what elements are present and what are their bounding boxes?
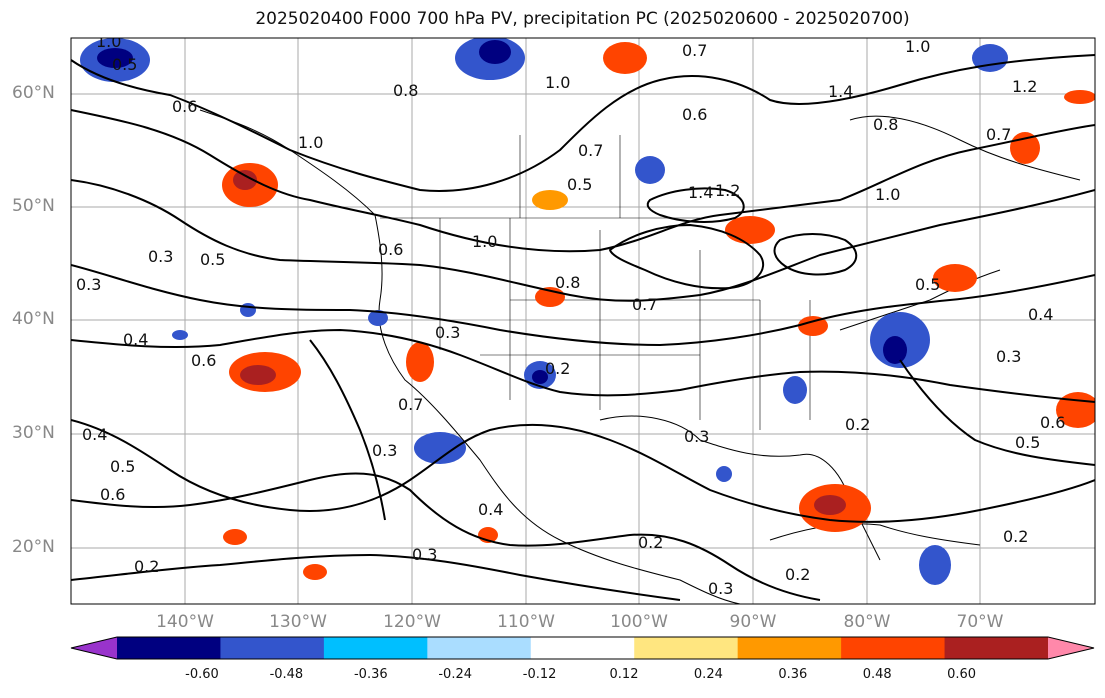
contour-label: 0.3 [435, 323, 460, 342]
lat-label: 40°N [12, 309, 55, 329]
colorbar-segment [323, 637, 428, 659]
contour-label: 0.7 [632, 295, 657, 314]
contour-label: 0.2 [134, 557, 159, 576]
contour-label: 0.6 [682, 105, 707, 124]
contour-label: 0.8 [873, 115, 898, 134]
contour-label: 0.5 [567, 175, 592, 194]
contour-labels: 1.0 0.5 0.6 1.0 0.7 0.8 1.2 1.0 1.4 0.8 … [76, 32, 1065, 598]
colorbar-extend-high [1048, 637, 1094, 659]
contour-label: 0.2 [1003, 527, 1028, 546]
contour-label: 0.4 [478, 500, 503, 519]
contour-label: 0.6 [1040, 413, 1065, 432]
lon-label: 140°W [156, 612, 214, 632]
contour-label: 0.5 [110, 457, 135, 476]
lat-label: 60°N [12, 83, 55, 103]
lon-label: 70°W [956, 612, 1004, 632]
lat-label: 20°N [12, 537, 55, 557]
contour-label: 0.7 [986, 125, 1011, 144]
contour-label: 1.4 [688, 183, 713, 202]
lon-label: 80°W [843, 612, 891, 632]
contour-label: 1.4 [828, 82, 853, 101]
lat-label: 30°N [12, 423, 55, 443]
lon-label: 90°W [729, 612, 777, 632]
colorbar-extend-low [71, 637, 117, 659]
contour-label: 0.2 [845, 415, 870, 434]
contour-label: 0.8 [393, 81, 418, 100]
contour-label: 1.2 [1012, 77, 1037, 96]
colorbar-tick-label: -0.12 [522, 667, 557, 682]
colorbar-tick-label: -0.48 [269, 667, 304, 682]
pv-contours [71, 54, 1095, 601]
contour-label: 0.2 [545, 359, 570, 378]
colorbar-segment [841, 637, 946, 659]
contour-label: 0.6 [378, 240, 403, 259]
contour-label: 1.2 [715, 181, 740, 200]
colorbar-segment [634, 637, 739, 659]
contour-label: 0.2 [638, 533, 663, 552]
contour-label: 1.0 [545, 73, 570, 92]
colorbar-tick-label: -0.36 [353, 667, 388, 682]
colorbar-segment [220, 637, 325, 659]
colorbar-segment [427, 637, 532, 659]
contour-label: 0.5 [915, 275, 940, 294]
colorbar-tick-label: 0.60 [947, 667, 977, 682]
contour-label: 1.0 [905, 37, 930, 56]
contour-label: 0.7 [682, 41, 707, 60]
contour-label: 1.0 [875, 185, 900, 204]
contour-label: 0.5 [1015, 433, 1040, 452]
contour-label: 0.2 [785, 565, 810, 584]
contour-label: 0.4 [82, 425, 107, 444]
contour-label: 0.5 [200, 250, 225, 269]
state-borders [380, 135, 811, 430]
contour-label: 0.6 [172, 97, 197, 116]
colorbar-segment [117, 637, 221, 659]
map-frame [70, 37, 1096, 605]
contour-label: 0.3 [684, 427, 709, 446]
contour-label: 0.3 [148, 247, 173, 266]
contour-label: 0.3 [76, 275, 101, 294]
precip-shading [80, 38, 1095, 585]
contour-label: 0.3 [372, 441, 397, 460]
contour-label: 0.6 [100, 485, 125, 504]
colorbar-tick-label: 0.24 [693, 667, 723, 682]
lat-label: 50°N [12, 196, 55, 216]
contour-label: 0.4 [1028, 305, 1053, 324]
colorbar-tick-label: 0.12 [609, 667, 639, 682]
contour-label: 0.7 [398, 395, 423, 414]
colorbar-tick-label: 0.36 [778, 667, 808, 682]
colorbar-tick-label: -0.24 [438, 667, 473, 682]
colorbar-tick-label: 0.48 [862, 667, 892, 682]
contour-label: 0.8 [555, 273, 580, 292]
lon-label: 130°W [269, 612, 327, 632]
colorbar-segment [737, 637, 842, 659]
contour-label: 0.3 [708, 579, 733, 598]
contour-label: 0.6 [191, 351, 216, 370]
colorbar-tick-label: -0.60 [185, 667, 219, 682]
contour-label: 0.3 [412, 545, 437, 564]
map-background [71, 38, 1095, 604]
contour-label: 0.5 [112, 55, 137, 74]
colorbar-segment [944, 637, 1049, 659]
lon-label: 100°W [610, 612, 668, 632]
colorbar [70, 636, 1095, 660]
lon-label: 110°W [497, 612, 555, 632]
contour-label: 0.7 [578, 141, 603, 160]
contour-label: 1.0 [298, 133, 323, 152]
map-title: 2025020400 F000 700 hPa PV, precipitatio… [255, 9, 910, 29]
lon-label: 120°W [383, 612, 441, 632]
contour-label: 0.3 [996, 347, 1021, 366]
colorbar-segment [530, 637, 635, 659]
contour-label: 0.4 [123, 330, 148, 349]
contour-label: 1.0 [472, 232, 497, 251]
contour-label: 1.0 [96, 32, 121, 51]
